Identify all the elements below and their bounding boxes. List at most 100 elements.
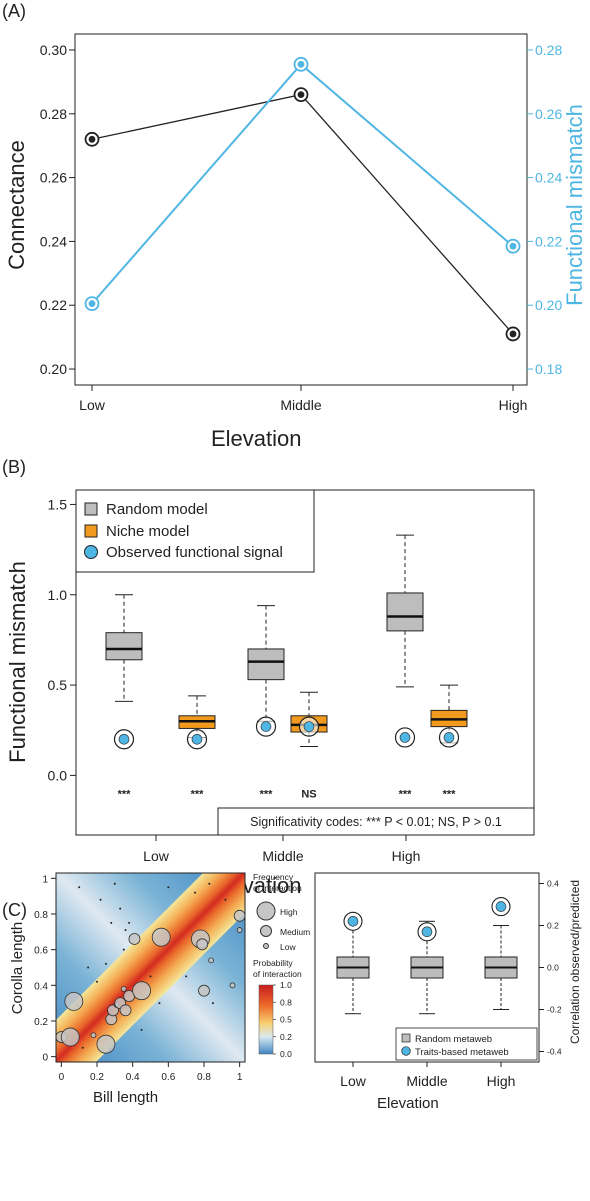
interaction-point (224, 898, 227, 901)
y-tick-label: 0.0 (547, 963, 559, 973)
series-point (297, 60, 305, 68)
panel-b-y-label: Functional mismatch (5, 561, 30, 763)
panel-c-right-x-label: Elevation (377, 1095, 439, 1112)
observed-point (421, 926, 433, 938)
interaction-point (104, 962, 107, 965)
interaction-point (96, 1034, 116, 1054)
y-right-tick-label: 0.22 (535, 233, 562, 249)
legend-observed: Observed functional signal (106, 544, 283, 561)
y-tick-label: 1 (42, 874, 48, 885)
panel-c-right-y-label: Correlation observed/predicted (568, 880, 582, 1044)
size-legend-high: High (280, 907, 298, 917)
interaction-point (78, 886, 81, 889)
size-legend-medium-circle (260, 925, 272, 937)
series-point (509, 242, 517, 250)
legend-random-metaweb-swatch (401, 1033, 411, 1043)
panel-c-points (56, 882, 245, 1054)
y-tick-label: -0.2 (547, 1005, 562, 1015)
interaction-point (124, 929, 127, 932)
interaction-point (229, 982, 236, 989)
legend-traits-metaweb-swatch (401, 1046, 411, 1056)
panel-b-significance-note: Significativity codes: *** P < 0.01; NS,… (217, 807, 535, 836)
y-tick-label: 0.26 (40, 170, 67, 186)
panel-b-x-axis: Low Middle High (143, 835, 420, 864)
panel-a-x-label: Elevation (211, 426, 302, 451)
color-legend-tick-label: 0.2 (280, 1032, 292, 1042)
panel-c-left-frame (55, 872, 246, 1063)
color-legend-title-1: Probability (253, 958, 293, 968)
interaction-point (198, 984, 210, 997)
observed-point (495, 901, 507, 912)
y-tick-label: 0.8 (34, 910, 48, 921)
significance-label: *** (260, 788, 274, 800)
y-tick-label: 0.0 (48, 767, 68, 783)
interaction-point (122, 948, 125, 951)
x-tick-label: Middle (406, 1073, 447, 1089)
interaction-point (211, 1002, 214, 1005)
size-legend-title-2: of interaction (253, 883, 302, 893)
x-tick-label: 0.2 (90, 1072, 104, 1083)
interaction-point (185, 975, 188, 978)
x-tick-label: Middle (280, 397, 321, 413)
x-tick-label: 0 (59, 1072, 65, 1083)
box-body (105, 632, 143, 661)
y-tick-label: 0.6 (34, 946, 48, 957)
panel-c-left-x-axis: 0 0.2 0.4 0.6 0.8 1 (59, 1062, 243, 1083)
panel-b-boxes: *** *** *** NS *** *** (105, 534, 468, 800)
observed-point (443, 732, 455, 743)
interaction-point (167, 886, 170, 889)
interaction-point (96, 980, 99, 983)
legend-niche-model: Niche model (106, 523, 189, 540)
panel-c-left-y-axis: 0 0.2 0.4 0.6 0.8 1 (34, 874, 56, 1064)
legend-random-model-swatch (84, 502, 98, 516)
panel-a-x-axis: Low Middle High (79, 385, 527, 413)
legend-traits-metaweb: Traits-based metaweb (415, 1047, 509, 1058)
interaction-point (128, 921, 131, 924)
x-tick-label: 0.8 (197, 1072, 211, 1083)
color-legend-tick-label: 0.8 (280, 997, 292, 1007)
size-legend-low: Low (280, 942, 296, 952)
y-tick-label: -0.4 (547, 1047, 562, 1057)
significance-codes-text: Significativity codes: *** P < 0.01; NS,… (250, 815, 502, 829)
interaction-point (60, 1027, 80, 1047)
interaction-point (132, 981, 151, 1001)
interaction-point (119, 1004, 132, 1017)
series-point (88, 300, 96, 308)
panel-c-y-label: Corolla length (9, 922, 26, 1015)
y-tick-label: 1.0 (48, 587, 68, 603)
interaction-point (64, 991, 84, 1011)
panel-a-y-axis: 0.20 0.22 0.24 0.26 0.28 0.30 (40, 42, 75, 377)
significance-label: *** (191, 788, 205, 800)
observed-point (347, 915, 359, 927)
y-tick-label: 0.2 (547, 921, 559, 931)
interaction-point (119, 907, 122, 910)
y-tick-label: 0.22 (40, 297, 67, 313)
x-tick-label: Middle (262, 848, 303, 864)
panel-b-legend: Random model Niche model Observed functi… (75, 489, 315, 573)
panel-a-y-label: Connectance (4, 140, 29, 270)
significance-label: NS (301, 788, 316, 800)
x-tick-label: 0.6 (161, 1072, 175, 1083)
interaction-point (236, 927, 243, 933)
panel-a-y-label-right: Functional mismatch (562, 104, 587, 306)
y-tick-label: 0.30 (40, 42, 67, 58)
x-tick-label: High (392, 848, 421, 864)
box-body (386, 592, 424, 632)
interaction-point (208, 882, 211, 885)
color-legend-tick-label: 0.5 (280, 1015, 292, 1025)
interaction-point (158, 1002, 161, 1005)
interaction-point (90, 1032, 97, 1039)
series-line-0 (91, 93, 514, 335)
size-legend-low-circle (263, 943, 269, 949)
panel-c-letter: (C) (2, 900, 27, 920)
y-right-tick-label: 0.20 (535, 297, 562, 313)
color-legend-bar (258, 984, 274, 1055)
legend-observed-swatch (84, 545, 98, 559)
panel-c-right-legend: Random metaweb Traits-based metaweb (395, 1027, 538, 1061)
panel-b-y-axis: 0.0 0.5 1.0 1.5 (48, 496, 76, 783)
significance-label: *** (118, 788, 132, 800)
x-tick-label: High (499, 397, 528, 413)
y-tick-label: 0.28 (40, 106, 67, 122)
y-right-tick-label: 0.24 (535, 170, 562, 186)
